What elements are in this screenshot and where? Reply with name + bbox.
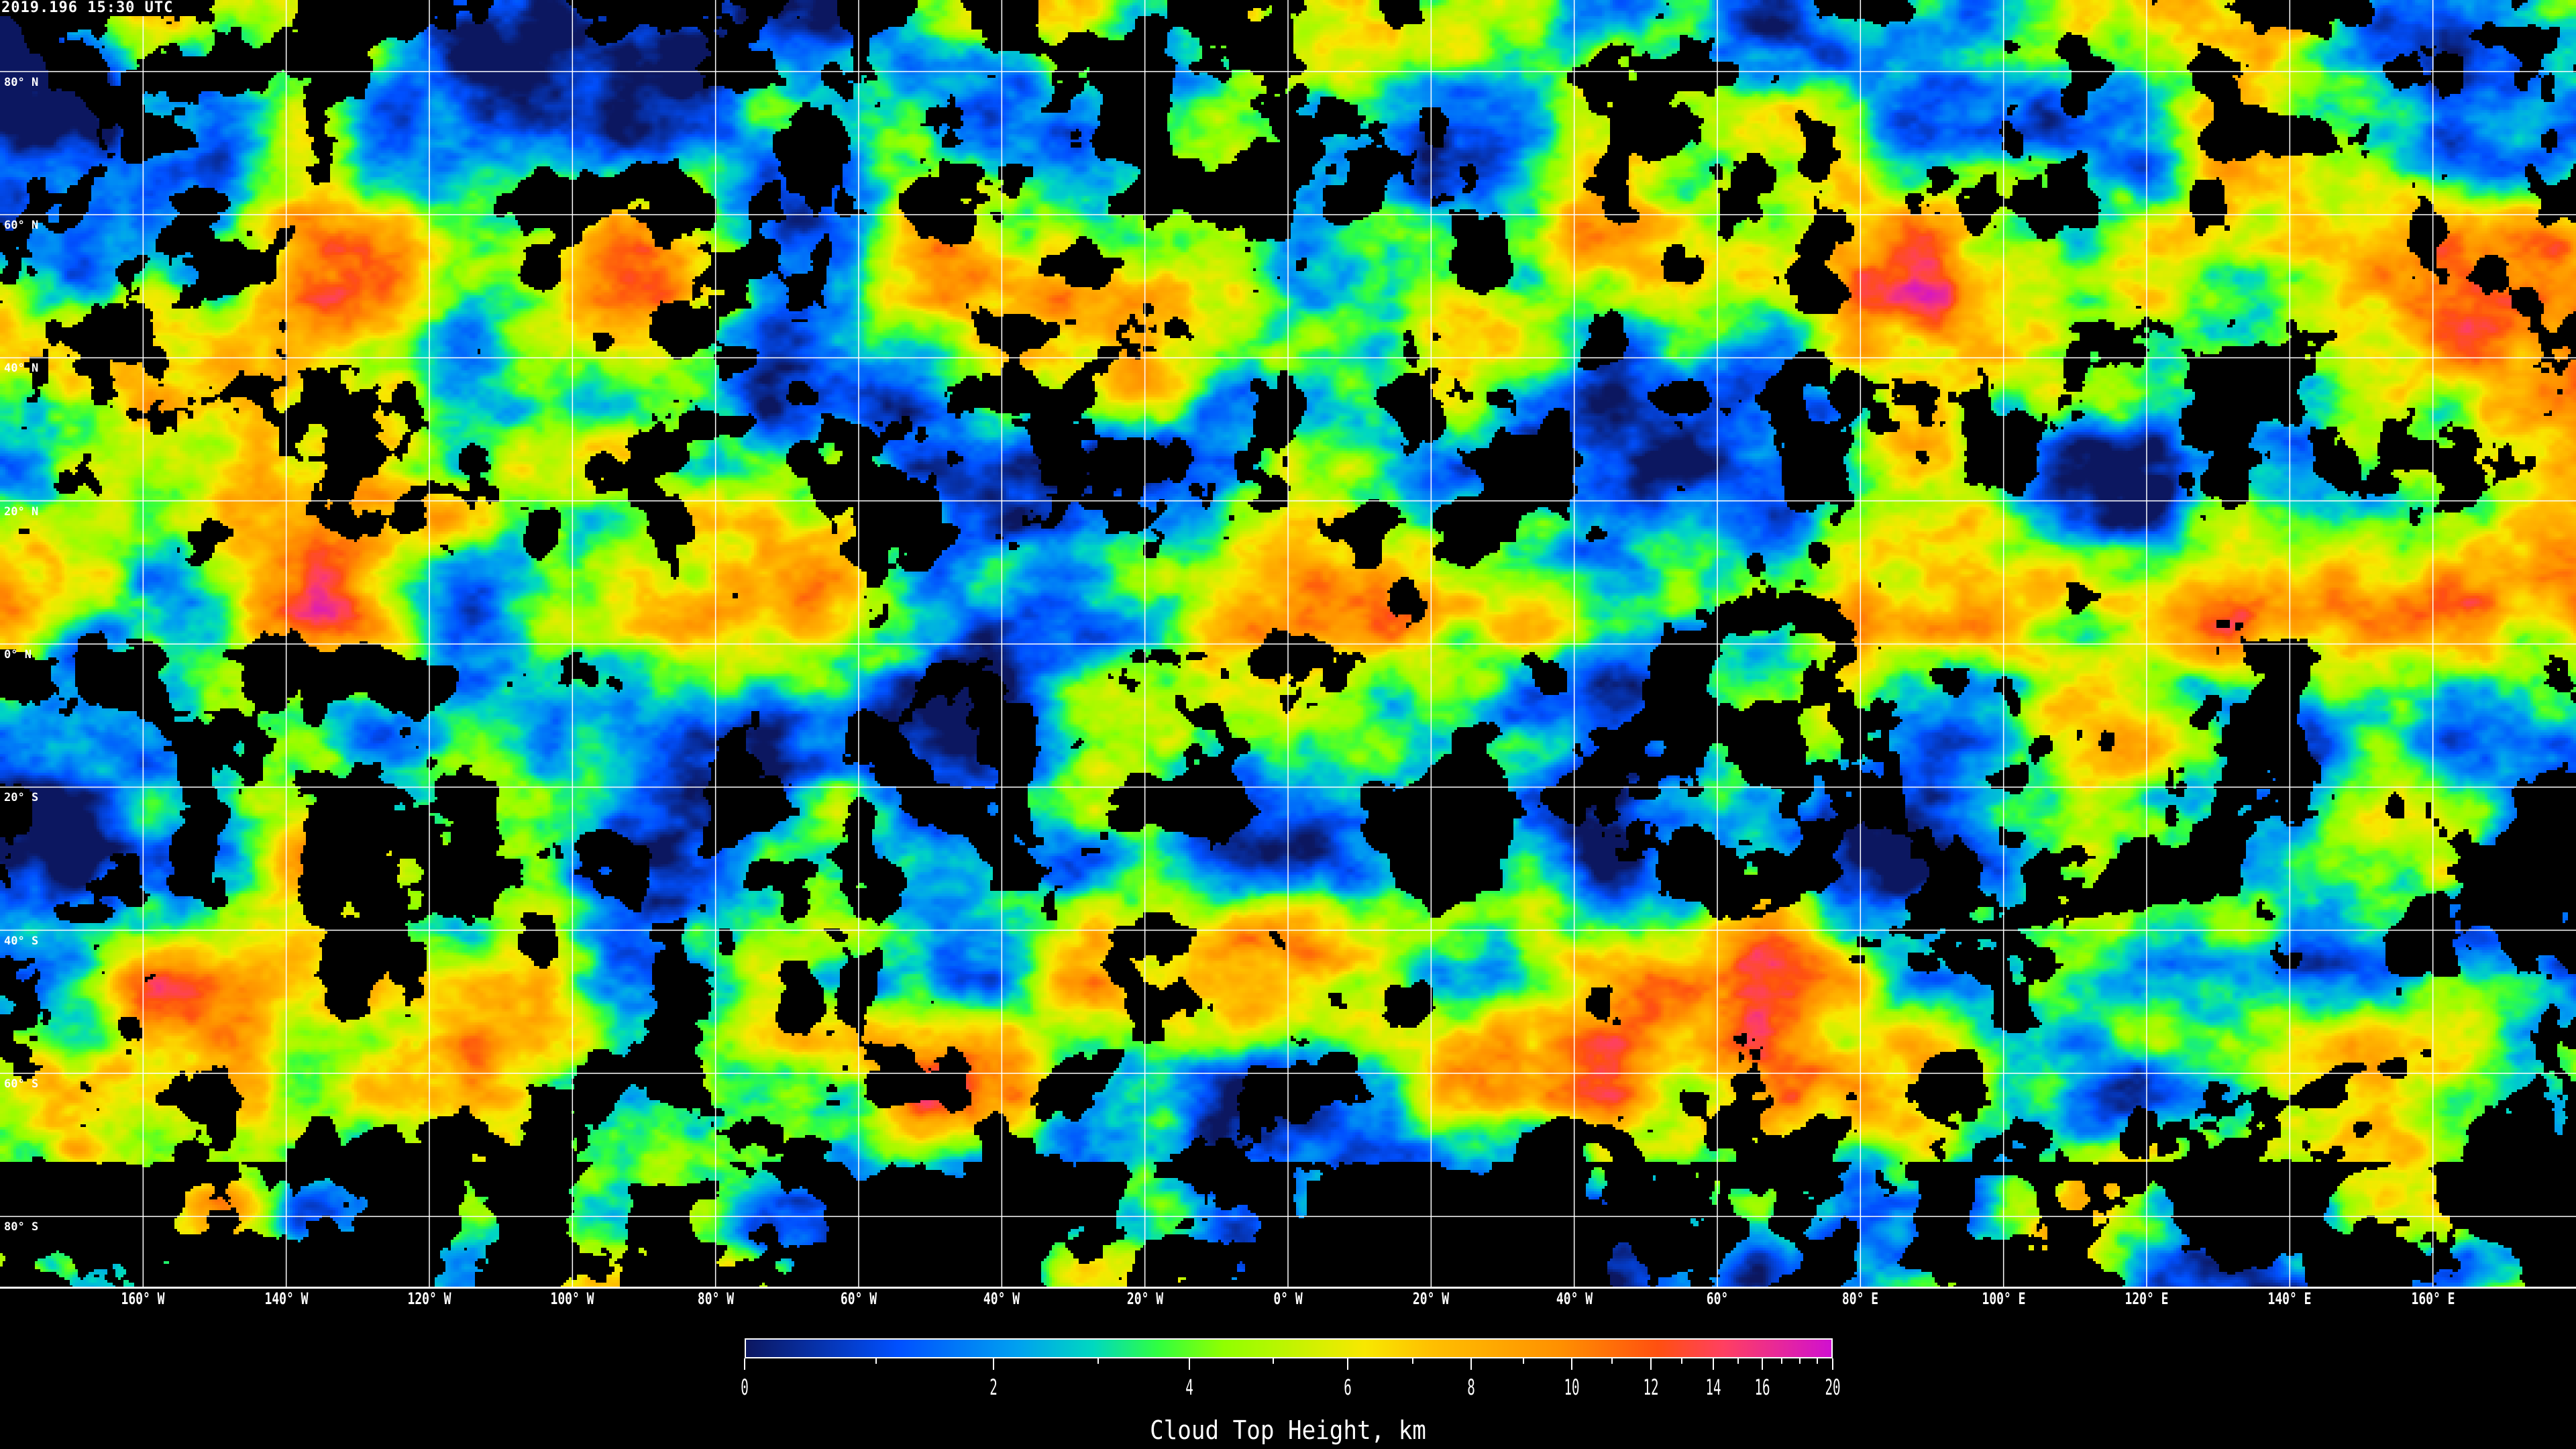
latitude-label: 60° N — [4, 219, 39, 232]
colorbar-major-tick — [1470, 1358, 1472, 1370]
latitude-label: 0° N — [4, 648, 32, 661]
longitude-label: 160° E — [2411, 1289, 2455, 1308]
colorbar-ticks: 0 2 4 6 8 10 12 14 16 20 — [741, 1358, 1841, 1400]
colorbar-major-tick — [1570, 1358, 1572, 1370]
colorbar-tick-label: 2 — [989, 1375, 998, 1400]
colorbar-minor-tick — [1273, 1358, 1275, 1364]
colorbar-tick-label: 14 — [1705, 1375, 1721, 1400]
longitude-label: 0° W — [1273, 1289, 1303, 1308]
colorbar — [745, 1338, 1833, 1358]
latitude-label: 20° N — [4, 504, 39, 519]
colorbar-tick-label: 20 — [1825, 1375, 1841, 1400]
longitude-label: 80° W — [697, 1289, 734, 1308]
colorbar-tick-label: 16 — [1754, 1375, 1770, 1400]
colorbar-major-tick — [993, 1358, 995, 1370]
graticule — [0, 0, 2576, 1288]
longitude-label: 100° W — [550, 1289, 594, 1308]
longitude-label: 40° W — [983, 1289, 1020, 1308]
colorbar-title: Cloud Top Height, km — [1150, 1415, 1426, 1445]
longitude-label: 160° W — [121, 1289, 165, 1308]
map-bottom-border — [0, 1287, 2576, 1289]
colorbar-major-tick — [744, 1358, 745, 1370]
colorbar-major-tick — [1832, 1358, 1833, 1370]
longitude-label: 60° — [1706, 1289, 1729, 1308]
latitude-label: 20° S — [4, 791, 39, 805]
latitude-label: 40° N — [4, 362, 39, 376]
longitude-label: 120° W — [407, 1289, 451, 1308]
latitude-label: 80° N — [4, 75, 39, 89]
colorbar-tick-label: 6 — [1343, 1375, 1352, 1400]
colorbar-minor-tick — [1680, 1358, 1682, 1364]
longitude-label: 20° W — [1413, 1289, 1450, 1308]
longitude-label: 80° E — [1842, 1289, 1879, 1308]
colorbar-minor-tick — [1780, 1358, 1782, 1364]
colorbar-tick-label: 10 — [1564, 1375, 1580, 1400]
longitude-label: 20° W — [1126, 1289, 1163, 1308]
colorbar-tick-label: 8 — [1467, 1375, 1476, 1400]
colorbar-minor-tick — [875, 1358, 877, 1364]
colorbar-major-tick — [1346, 1358, 1348, 1370]
colorbar-minor-tick — [1737, 1358, 1739, 1364]
longitude-label: 100° E — [1982, 1289, 2026, 1308]
latitude-label: 40° S — [4, 934, 39, 948]
colorbar-minor-tick — [1817, 1358, 1819, 1364]
colorbar-major-tick — [1761, 1358, 1763, 1370]
longitude-label: 140° W — [264, 1289, 309, 1308]
colorbar-minor-tick — [1799, 1358, 1801, 1364]
colorbar-major-tick — [1712, 1358, 1714, 1370]
colorbar-tick-label: 12 — [1643, 1375, 1659, 1400]
longitude-label: 60° W — [840, 1289, 877, 1308]
colorbar-minor-tick — [1611, 1358, 1613, 1364]
colorbar-tick-label: 0 — [741, 1375, 749, 1400]
colorbar-minor-tick — [1097, 1358, 1099, 1364]
latitude-label: 60° S — [4, 1077, 39, 1091]
colorbar-major-tick — [1189, 1358, 1191, 1370]
colorbar-minor-tick — [1411, 1358, 1413, 1364]
longitude-label: 120° E — [2125, 1289, 2169, 1308]
colorbar-major-tick — [1650, 1358, 1652, 1370]
longitude-label: 140° E — [2267, 1289, 2312, 1308]
cloud-top-height-map — [0, 0, 2576, 1288]
timestamp-label: 2019.196 15:30 UTC — [0, 0, 195, 16]
colorbar-minor-tick — [1523, 1358, 1525, 1364]
latitude-label: 80° S — [4, 1220, 39, 1234]
colorbar-tick-label: 4 — [1185, 1375, 1194, 1400]
longitude-label: 40° W — [1556, 1289, 1593, 1308]
